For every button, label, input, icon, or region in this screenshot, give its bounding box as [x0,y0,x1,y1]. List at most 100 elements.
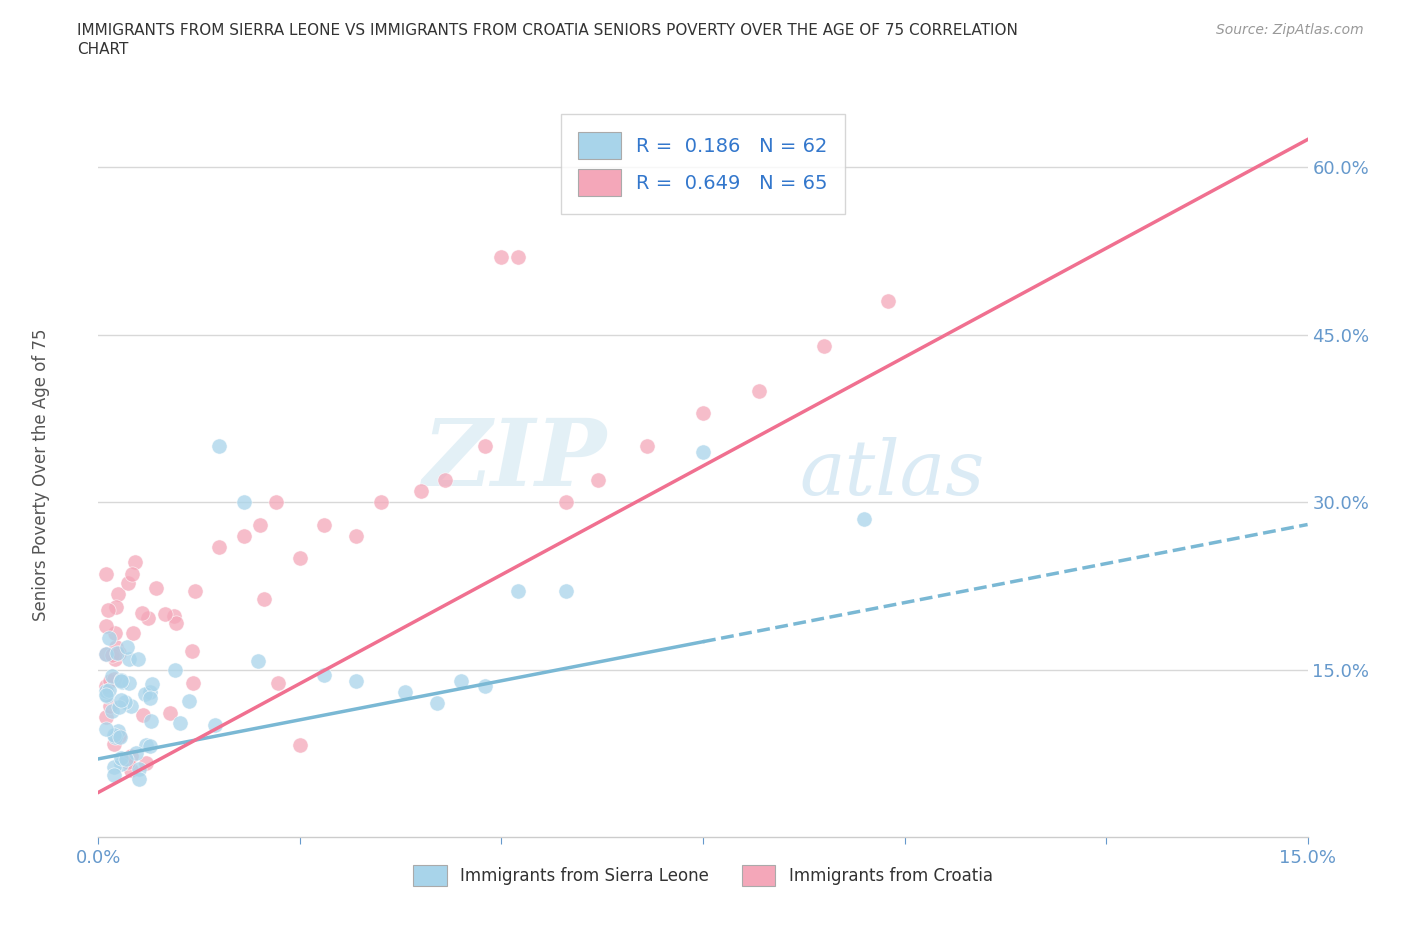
Point [474,439,496,454]
Point [114,695,136,710]
Point [409,484,432,498]
Point [344,673,367,688]
Point [506,249,529,264]
Point [474,679,496,694]
Point [108,729,131,744]
Point [813,339,835,353]
Text: atlas: atlas [800,437,986,512]
Point [153,606,176,621]
Point [96,722,118,737]
Point [110,673,132,688]
Point [107,724,129,739]
Legend: Immigrants from Sierra Leone, Immigrants from Croatia: Immigrants from Sierra Leone, Immigrants… [405,857,1001,894]
Point [181,644,204,658]
Point [117,753,139,768]
Point [491,249,513,264]
Point [877,294,900,309]
Point [131,708,153,723]
Point [586,472,609,487]
Text: IMMIGRANTS FROM SIERRA LEONE VS IMMIGRANTS FROM CROATIA SENIORS POVERTY OVER THE: IMMIGRANTS FROM SIERRA LEONE VS IMMIGRAN… [77,23,1018,38]
Point [139,738,162,753]
Point [314,517,336,532]
Point [103,767,125,782]
Point [104,652,127,667]
Point [96,687,118,702]
Point [96,684,118,698]
Point [105,645,128,660]
Point [450,673,472,688]
Point [128,762,150,777]
Text: ZIP: ZIP [422,415,606,505]
Point [96,646,118,661]
Point [183,676,205,691]
Point [96,566,118,581]
Point [108,699,131,714]
Point [163,663,186,678]
Point [96,618,118,633]
Point [96,646,118,661]
Point [111,675,134,690]
Point [96,678,118,693]
Point [141,677,163,692]
Point [135,756,157,771]
Text: CHART: CHART [77,42,129,57]
Point [120,749,142,764]
Point [121,566,143,581]
Point [97,603,120,618]
Point [138,684,160,699]
Y-axis label: Seniors Poverty Over the Age of 75: Seniors Poverty Over the Age of 75 [32,328,51,620]
Point [118,652,141,667]
Point [97,683,120,698]
Point [103,727,125,742]
Point [394,684,416,699]
Point [314,668,336,683]
Point [853,512,876,526]
Point [184,584,207,599]
Point [115,751,138,766]
Point [122,625,145,640]
Point [555,584,578,599]
Point [370,495,392,510]
Point [125,746,148,761]
Point [692,405,714,420]
Point [110,672,132,687]
Point [177,694,200,709]
Point [101,647,124,662]
Point [208,539,231,554]
Point [555,495,578,510]
Point [288,551,311,565]
Point [264,495,287,510]
Point [110,751,132,765]
Point [96,710,118,724]
Point [267,675,290,690]
Point [108,728,131,743]
Point [105,600,128,615]
Point [163,608,186,623]
Point [101,669,124,684]
Point [249,517,271,532]
Point [232,528,254,543]
Point [748,383,770,398]
Point [232,495,254,510]
Point [110,756,132,771]
Point [110,693,132,708]
Point [97,631,120,645]
Point [118,676,141,691]
Point [105,640,128,655]
Point [253,591,276,606]
Point [101,704,124,719]
Point [117,755,139,770]
Point [124,554,146,569]
Point [692,445,714,459]
Point [136,611,159,626]
Point [103,760,125,775]
Point [120,763,142,777]
Point [135,737,157,752]
Point [204,717,226,732]
Point [134,686,156,701]
Text: Source: ZipAtlas.com: Source: ZipAtlas.com [1216,23,1364,37]
Point [145,580,167,595]
Point [104,625,127,640]
Point [159,705,181,720]
Point [104,730,127,745]
